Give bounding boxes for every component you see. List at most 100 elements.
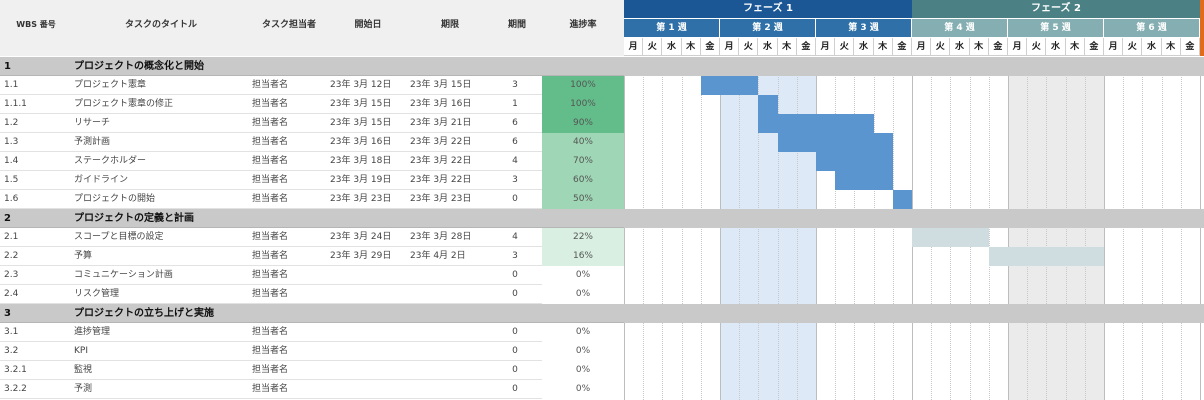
header-progress[interactable]: 進捗率 bbox=[542, 0, 624, 52]
header-start[interactable]: 開始日 bbox=[328, 0, 408, 52]
phase-1-header[interactable]: フェーズ 1 bbox=[624, 0, 912, 18]
task-progress: 90% bbox=[542, 114, 624, 133]
day-header[interactable]: 金 bbox=[892, 38, 912, 56]
day-header[interactable]: 水 bbox=[662, 38, 682, 56]
grid-line bbox=[662, 57, 663, 400]
task-row[interactable]: 2.1 スコープと目標の設定 担当者名 23年 3月 24日 23年 3月 28日 4 22… bbox=[0, 228, 624, 247]
task-start-date: 23年 3月 12日 bbox=[330, 80, 392, 90]
task-owner: 担当者名 bbox=[252, 156, 289, 166]
gantt-bar[interactable] bbox=[835, 171, 893, 190]
task-duration: 6 bbox=[512, 118, 518, 128]
day-header[interactable]: 金 bbox=[700, 38, 720, 56]
task-row[interactable]: 3.2.1 監視 担当者名 0 0% bbox=[0, 361, 624, 380]
day-header[interactable]: 木 bbox=[1161, 38, 1181, 56]
task-row[interactable]: 1.1 プロジェクト憲章 担当者名 23年 3月 12日 23年 3月 15日 3 100% bbox=[0, 76, 624, 95]
group-row[interactable]: 2 プロジェクトの定義と計画 bbox=[0, 209, 624, 228]
day-header[interactable]: 木 bbox=[969, 38, 989, 56]
task-row[interactable]: 2.4 リスク管理 担当者名 0 0% bbox=[0, 285, 624, 304]
phase-2-header[interactable]: フェーズ 2 bbox=[912, 0, 1200, 18]
task-progress: 40% bbox=[542, 133, 624, 152]
task-title: ガイドライン bbox=[74, 175, 129, 185]
day-header[interactable]: 水 bbox=[758, 38, 778, 56]
day-header[interactable]: 水 bbox=[854, 38, 874, 56]
day-header[interactable]: 水 bbox=[950, 38, 970, 56]
week-header-4[interactable]: 第 4 週 bbox=[912, 19, 1008, 37]
gantt-bar[interactable] bbox=[758, 95, 778, 114]
task-row[interactable]: 3.2.2 予測 担当者名 0 0% bbox=[0, 380, 624, 399]
task-row[interactable]: 1.6 プロジェクトの開始 担当者名 23年 3月 23日 23年 3月 23日 0 50% bbox=[0, 190, 624, 209]
task-end-date: 23年 3月 21日 bbox=[410, 118, 472, 128]
day-header[interactable]: 金 bbox=[1180, 38, 1200, 56]
task-row[interactable]: 3.1 進捗管理 担当者名 0 0% bbox=[0, 323, 624, 342]
day-header[interactable]: 火 bbox=[931, 38, 951, 56]
day-header[interactable]: 月 bbox=[1008, 38, 1028, 56]
task-progress: 100% bbox=[542, 95, 624, 114]
week-header-6[interactable]: 第 6 週 bbox=[1104, 19, 1200, 37]
task-wbs: 2.4 bbox=[4, 289, 19, 299]
day-header[interactable]: 木 bbox=[777, 38, 797, 56]
gantt-bar[interactable] bbox=[816, 152, 893, 171]
gantt-bar[interactable] bbox=[777, 133, 893, 152]
day-header[interactable]: 木 bbox=[873, 38, 893, 56]
header-duration[interactable]: 期間 bbox=[492, 0, 542, 52]
day-header[interactable]: 火 bbox=[835, 38, 855, 56]
task-duration: 1 bbox=[512, 99, 518, 109]
task-duration: 0 bbox=[512, 365, 518, 375]
task-row[interactable]: 1.5 ガイドライン 担当者名 23年 3月 19日 23年 3月 22日 3 60% bbox=[0, 171, 624, 190]
header-wbs[interactable]: WBS 番号 bbox=[0, 0, 72, 52]
header-owner[interactable]: タスク担当者 bbox=[250, 0, 328, 52]
day-header[interactable]: 月 bbox=[816, 38, 836, 56]
header-title[interactable]: タスクのタイトル bbox=[72, 0, 250, 52]
day-header[interactable]: 月 bbox=[624, 38, 644, 56]
day-header[interactable]: 金 bbox=[988, 38, 1008, 56]
header-end[interactable]: 期限 bbox=[408, 0, 492, 52]
grid-line bbox=[797, 57, 798, 400]
gantt-bar[interactable] bbox=[892, 190, 912, 209]
task-progress: 0% bbox=[542, 361, 624, 380]
group-row[interactable]: 3 プロジェクトの立ち上げと実施 bbox=[0, 304, 624, 323]
week-header-1[interactable]: 第 1 週 bbox=[624, 19, 720, 37]
day-header[interactable]: 月 bbox=[720, 38, 740, 56]
week-header-2[interactable]: 第 2 週 bbox=[720, 19, 816, 37]
gantt-bar[interactable] bbox=[912, 228, 989, 247]
task-row[interactable]: 1.4 ステークホルダー 担当者名 23年 3月 18日 23年 3月 22日 4 70% bbox=[0, 152, 624, 171]
task-title: プロジェクトの開始 bbox=[74, 194, 156, 204]
task-start-date: 23年 3月 15日 bbox=[330, 99, 392, 109]
day-header[interactable]: 金 bbox=[796, 38, 816, 56]
task-title: リサーチ bbox=[74, 118, 111, 128]
group-row[interactable]: 1 プロジェクトの概念化と開始 bbox=[0, 57, 624, 76]
grid-line bbox=[720, 57, 721, 400]
task-end-date: 23年 3月 22日 bbox=[410, 137, 472, 147]
grid-line bbox=[1085, 57, 1086, 400]
gantt-bar[interactable] bbox=[700, 76, 759, 95]
day-header[interactable]: 火 bbox=[739, 38, 759, 56]
task-row[interactable]: 1.3 予測計画 担当者名 23年 3月 16日 23年 3月 22日 6 40% bbox=[0, 133, 624, 152]
task-title: プロジェクト憲章の修正 bbox=[74, 99, 174, 109]
day-header[interactable]: 月 bbox=[912, 38, 932, 56]
gantt-bar[interactable] bbox=[988, 247, 1104, 266]
day-header[interactable]: 火 bbox=[1027, 38, 1047, 56]
day-header[interactable]: 火 bbox=[643, 38, 663, 56]
day-header[interactable]: 水 bbox=[1046, 38, 1066, 56]
task-row[interactable]: 3.2 KPI 担当者名 0 0% bbox=[0, 342, 624, 361]
day-header[interactable]: 木 bbox=[1065, 38, 1085, 56]
task-start-date: 23年 3月 18日 bbox=[330, 156, 392, 166]
day-header[interactable]: 木 bbox=[681, 38, 701, 56]
grid-line bbox=[1008, 57, 1009, 400]
grid-line bbox=[624, 57, 625, 400]
day-header[interactable]: 水 bbox=[1142, 38, 1162, 56]
day-header[interactable]: 火 bbox=[1123, 38, 1143, 56]
week-header-5[interactable]: 第 5 週 bbox=[1008, 19, 1104, 37]
task-row[interactable]: 2.3 コミュニケーション計画 担当者名 0 0% bbox=[0, 266, 624, 285]
task-row[interactable]: 1.2 リサーチ 担当者名 23年 3月 15日 23年 3月 21日 6 90% bbox=[0, 114, 624, 133]
task-start-date: 23年 3月 24日 bbox=[330, 232, 392, 242]
day-header[interactable]: 金 bbox=[1084, 38, 1104, 56]
week-header-3[interactable]: 第 3 週 bbox=[816, 19, 912, 37]
day-header[interactable]: 月 bbox=[1104, 38, 1124, 56]
task-row[interactable]: 2.2 予算 担当者名 23年 3月 29日 23年 4月 2日 3 16% bbox=[0, 247, 624, 266]
task-owner: 担当者名 bbox=[252, 384, 289, 394]
task-duration: 0 bbox=[512, 289, 518, 299]
gantt-bar[interactable] bbox=[758, 114, 874, 133]
task-row[interactable]: 1.1.1 プロジェクト憲章の修正 担当者名 23年 3月 15日 23年 3月 16日… bbox=[0, 95, 624, 114]
